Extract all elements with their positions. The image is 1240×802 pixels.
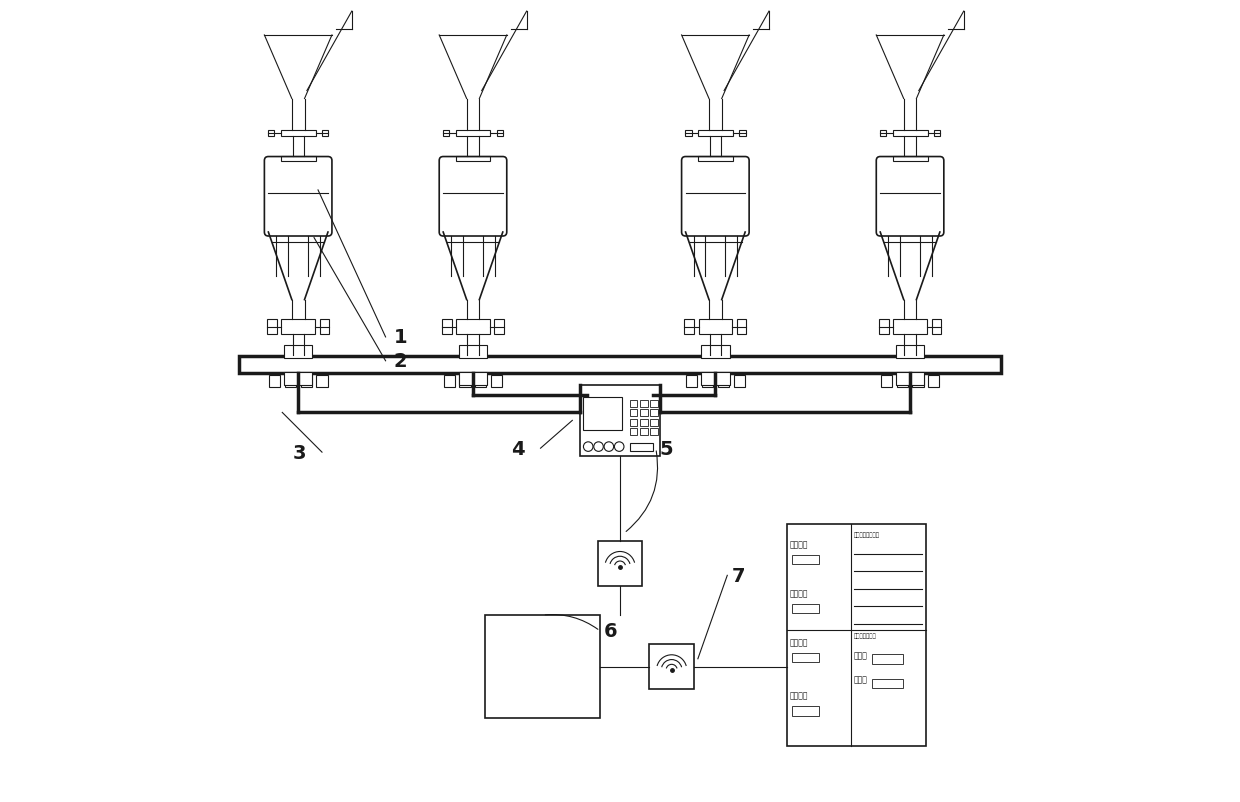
Bar (734, 375, 745, 387)
Bar (650, 419, 658, 427)
Bar (686, 375, 697, 387)
Bar (791, 604, 818, 614)
Bar (701, 372, 729, 385)
Bar (269, 375, 280, 387)
Bar (443, 132, 449, 136)
Bar (686, 132, 692, 136)
Bar (280, 156, 316, 161)
Bar (739, 132, 745, 136)
Text: 3: 3 (293, 443, 306, 462)
Bar (640, 429, 647, 436)
Text: 2: 2 (393, 352, 407, 371)
Text: 沉积参数: 沉积参数 (790, 638, 808, 646)
Bar (791, 555, 818, 565)
Bar (895, 372, 924, 385)
Bar (698, 320, 732, 334)
Bar (630, 400, 637, 407)
Text: 个人信息修改页: 个人信息修改页 (854, 633, 877, 638)
Bar (630, 410, 637, 417)
Bar (872, 654, 903, 664)
Bar (491, 375, 502, 387)
Bar (897, 375, 908, 387)
Text: 5: 5 (660, 439, 673, 458)
Bar (320, 320, 329, 334)
Bar (284, 346, 312, 358)
Bar (441, 320, 451, 334)
Bar (455, 132, 491, 136)
Bar (929, 375, 940, 387)
Bar (584, 397, 621, 431)
Bar (267, 320, 277, 334)
Bar (640, 400, 647, 407)
Bar (284, 372, 312, 385)
Bar (280, 132, 316, 136)
Bar (444, 375, 455, 387)
Bar (630, 419, 637, 427)
Bar (238, 357, 1002, 374)
Bar (650, 645, 694, 689)
Bar (459, 372, 487, 385)
Text: 账号：: 账号： (854, 650, 868, 659)
Text: 维护信息: 维护信息 (790, 691, 808, 700)
Bar (640, 419, 647, 427)
Bar (791, 653, 818, 662)
Bar (456, 320, 490, 334)
Bar (701, 346, 729, 358)
Bar (931, 320, 941, 334)
Bar (455, 156, 491, 161)
Bar (268, 132, 274, 136)
Bar (475, 375, 486, 387)
Bar (879, 320, 889, 334)
Bar (893, 320, 926, 334)
Bar (791, 707, 818, 715)
Bar (702, 375, 713, 387)
Bar (650, 410, 658, 417)
Bar (459, 346, 487, 358)
Bar (698, 156, 733, 161)
Bar (684, 320, 694, 334)
Bar (322, 132, 329, 136)
Bar (316, 375, 327, 387)
Bar (737, 320, 746, 334)
Text: 6: 6 (604, 622, 618, 641)
Bar (460, 375, 471, 387)
Bar (630, 443, 652, 452)
Bar (895, 346, 924, 358)
Text: 时间信息: 时间信息 (790, 589, 808, 597)
Bar (485, 615, 600, 719)
Bar (281, 320, 315, 334)
Bar (630, 429, 637, 436)
Text: 4: 4 (511, 439, 525, 458)
Bar (300, 375, 311, 387)
Text: 管道沉积监测系统: 管道沉积监测系统 (854, 532, 880, 537)
Bar (934, 132, 940, 136)
Bar (650, 400, 658, 407)
Bar (598, 541, 642, 586)
Bar (913, 375, 924, 387)
Bar (285, 375, 296, 387)
Text: 7: 7 (732, 566, 745, 585)
Bar (893, 156, 928, 161)
Text: 密码：: 密码： (854, 674, 868, 683)
Bar (650, 429, 658, 436)
Text: 沉积位置: 沉积位置 (790, 540, 808, 549)
Bar (880, 375, 892, 387)
Bar (580, 385, 660, 456)
Bar (495, 320, 503, 334)
Bar (640, 410, 647, 417)
Bar (880, 132, 887, 136)
Text: 1: 1 (393, 328, 407, 347)
Bar (872, 679, 903, 689)
Bar (893, 132, 928, 136)
Bar (718, 375, 729, 387)
Bar (698, 132, 733, 136)
Bar (497, 132, 503, 136)
Bar (787, 524, 926, 746)
